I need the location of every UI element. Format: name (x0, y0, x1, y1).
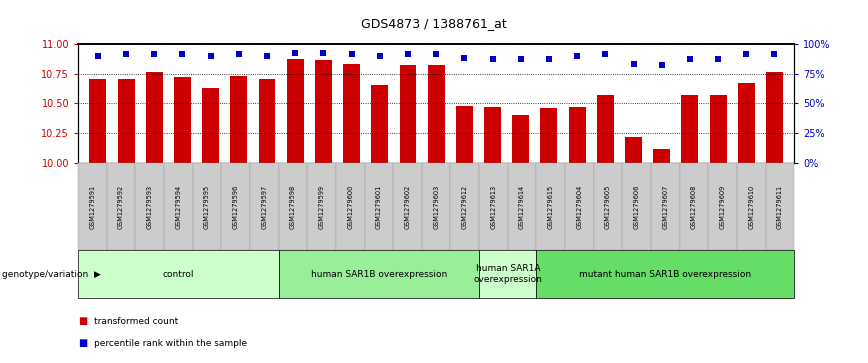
Text: GSM1279613: GSM1279613 (490, 185, 496, 229)
Bar (117, 79, 135, 163)
Text: GSM1279598: GSM1279598 (290, 185, 296, 229)
Point (91, 53, 105, 58)
Text: ■: ■ (78, 316, 88, 326)
Bar (569, 107, 586, 163)
Text: GSM1279596: GSM1279596 (233, 185, 239, 229)
Text: human SAR1A
overexpression: human SAR1A overexpression (473, 264, 542, 284)
Text: GSM1279610: GSM1279610 (748, 185, 754, 229)
Text: GSM1279595: GSM1279595 (204, 185, 210, 229)
Point (740, 52, 753, 57)
Point (204, 53, 218, 58)
Point (767, 52, 781, 57)
Text: GSM1279604: GSM1279604 (576, 185, 582, 229)
Text: GSM1279614: GSM1279614 (519, 185, 525, 229)
Bar (259, 79, 275, 163)
Point (711, 56, 725, 62)
Text: GSM1279612: GSM1279612 (462, 185, 468, 229)
Text: genotype/variation  ▶: genotype/variation ▶ (2, 270, 101, 278)
Text: GSM1279607: GSM1279607 (662, 185, 668, 229)
Text: GSM1279605: GSM1279605 (605, 185, 611, 229)
Text: GSM1279592: GSM1279592 (118, 185, 124, 229)
Point (401, 52, 415, 57)
Point (148, 52, 161, 57)
Text: human SAR1B overexpression: human SAR1B overexpression (311, 270, 447, 278)
Text: GSM1279600: GSM1279600 (347, 185, 353, 229)
Text: GSM1279591: GSM1279591 (89, 185, 95, 229)
Bar (597, 95, 614, 163)
Point (542, 56, 556, 62)
Bar (146, 72, 162, 163)
Text: control: control (162, 270, 194, 278)
Point (570, 53, 584, 58)
Point (345, 52, 358, 57)
Point (514, 56, 528, 62)
Text: GSM1279606: GSM1279606 (634, 185, 640, 229)
Point (429, 52, 443, 57)
Text: GDS4873 / 1388761_at: GDS4873 / 1388761_at (361, 17, 507, 30)
Bar (230, 76, 247, 163)
Text: GSM1279603: GSM1279603 (433, 185, 439, 229)
Text: GSM1279597: GSM1279597 (261, 185, 267, 229)
Text: GSM1279611: GSM1279611 (777, 185, 783, 229)
Text: GSM1279609: GSM1279609 (720, 185, 726, 229)
Bar (89, 79, 106, 163)
Bar (428, 65, 444, 163)
Text: GSM1279608: GSM1279608 (691, 185, 697, 229)
Bar (372, 85, 388, 163)
Bar (738, 83, 755, 163)
Point (627, 61, 641, 67)
Point (373, 53, 387, 58)
Text: GSM1279615: GSM1279615 (548, 185, 554, 229)
Point (232, 52, 246, 57)
Bar (681, 95, 699, 163)
Point (683, 56, 697, 62)
Point (654, 62, 668, 68)
Bar (286, 59, 304, 163)
Text: transformed count: transformed count (94, 317, 178, 326)
Bar (484, 107, 501, 163)
Bar (456, 106, 473, 163)
Bar (315, 60, 332, 163)
Text: GSM1279599: GSM1279599 (319, 185, 325, 229)
Point (260, 53, 274, 58)
Bar (399, 65, 417, 163)
Point (598, 52, 612, 57)
Point (317, 50, 331, 56)
Bar (512, 115, 529, 163)
Point (288, 50, 302, 56)
Point (119, 52, 133, 57)
Bar (766, 72, 783, 163)
Bar (625, 137, 642, 163)
Point (175, 52, 189, 57)
Bar (174, 77, 191, 163)
Bar (541, 108, 557, 163)
Text: GSM1279601: GSM1279601 (376, 185, 382, 229)
Text: GSM1279593: GSM1279593 (147, 185, 153, 229)
Text: percentile rank within the sample: percentile rank within the sample (94, 339, 247, 347)
Text: GSM1279602: GSM1279602 (404, 185, 411, 229)
Point (485, 56, 499, 62)
Point (457, 55, 471, 61)
Bar (654, 149, 670, 163)
Text: GSM1279594: GSM1279594 (175, 185, 181, 229)
Bar (343, 64, 360, 163)
Bar (202, 88, 219, 163)
Bar (710, 95, 727, 163)
Text: mutant human SAR1B overexpression: mutant human SAR1B overexpression (579, 270, 752, 278)
Text: ■: ■ (78, 338, 88, 348)
